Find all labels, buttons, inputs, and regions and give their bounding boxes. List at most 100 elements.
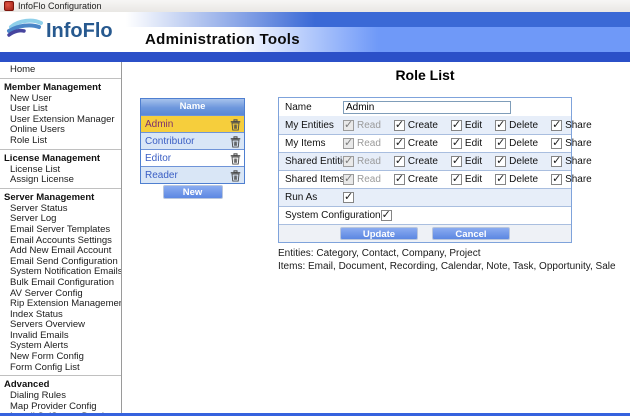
checkbox-my-items-create[interactable] [393,136,405,149]
app-icon [4,1,14,11]
window-title: InfoFlo Configuration [18,1,102,11]
sidebar-section-header-license-management: License Management [4,152,101,164]
sidebar-item-home[interactable]: Home [10,64,36,75]
sidebar-item-new-form-config[interactable]: New Form Config [10,351,84,363]
checkbox-my-entities-read [343,118,354,131]
sidebar-item-install-sqlserver-database[interactable]: Install SqlServer Database [0,412,121,413]
sidebar-item-role-list[interactable]: Role List [10,134,47,146]
sidebar-item-add-new-email-account[interactable]: Add New Email Account [10,245,112,257]
sidebar-item-form-config-list[interactable]: Form Config List [10,361,80,373]
checkbox-label: Read [357,138,381,149]
permission-row-run-as: Run As [279,188,571,206]
trash-icon[interactable] [230,169,241,182]
checkbox-shared-items-share[interactable] [551,172,563,185]
checkbox-label: Read [357,174,381,185]
checkbox-shared-items-create[interactable] [393,172,405,185]
permission-row-shared-items: Shared Items Read Create Edit Delete Share [279,170,592,188]
sidebar-section-server-management: Server Management Server Status Server Log… [0,187,122,374]
permission-row-my-entities: My Entities Read Create Edit Delete Share [279,116,592,134]
legend-note: Items: Email, Document, Recording, Calen… [278,261,616,272]
sidebar-item-email-server-templates[interactable]: Email Server Templates [10,223,111,235]
checkbox-my-entities-edit[interactable] [450,118,462,131]
sidebar-item-server-log[interactable]: Server Log [10,213,57,225]
trash-icon[interactable] [230,118,241,131]
sidebar-item-servers-overview[interactable]: Servers Overview [10,319,85,331]
trash-icon[interactable] [230,152,241,165]
checkbox-my-entities-create[interactable] [393,118,405,131]
checkbox-label: Edit [464,174,483,185]
role-row-admin: Admin [141,115,244,132]
checkbox-shared-items-edit[interactable] [450,172,462,185]
checkbox-label: Share [565,119,592,131]
role-name-input[interactable] [343,100,511,114]
checkbox-label: Delete [509,119,539,131]
checkbox-my-items-delete[interactable] [495,136,507,149]
checkbox-shared-entities-delete[interactable] [495,154,507,167]
checkbox-label: Create [407,119,438,131]
checkbox-system-configuration[interactable] [380,208,392,221]
sidebar-item-rip-extension-management[interactable]: Rip Extension Management [10,298,122,310]
main-content: Role List Name Admin Contributor Editor Rea… [122,62,630,413]
checkbox-my-entities-share[interactable] [551,118,563,131]
permission-row-label: My Items [285,138,326,149]
trash-icon[interactable] [230,135,241,148]
sidebar-item-online-users[interactable]: Online Users [10,124,65,136]
permission-row-my-items: My Items Read Create Edit Delete Share [279,134,592,152]
checkbox-label: Delete [509,174,539,185]
checkbox-label: Edit [464,119,483,131]
update-button[interactable]: Update [340,227,418,240]
role-link-editor[interactable]: Editor [145,152,172,164]
sidebar-item-email-send-configuration[interactable]: Email Send Configuration [10,255,118,267]
sidebar-item-license-list[interactable]: License List [10,163,61,175]
header-gradient-band-bottom [0,27,630,52]
sidebar-item-new-user[interactable]: New User [10,92,52,104]
checkbox-my-items-share[interactable] [551,136,563,149]
sidebar-item-email-accounts-settings[interactable]: Email Accounts Settings [10,234,112,246]
checkbox-my-items-edit[interactable] [450,136,462,149]
name-row: Name [279,98,571,116]
infoflo-logo: InfoFlo [6,17,113,46]
sidebar-section-member-management: Member Management New User User List User E… [0,77,121,147]
permission-row-shared-entities: Shared Entities Read Create Edit Delete Share [279,152,592,170]
sidebar-section-advanced: Advanced Dialing Rules Map Provider Config… [0,375,121,413]
role-row-contributor: Contributor [141,132,244,149]
window-titlebar: InfoFlo Configuration [0,0,630,12]
checkbox-label: Share [565,138,592,149]
checkbox-label: Share [565,156,592,167]
checkbox-shared-entities-edit[interactable] [450,154,462,167]
sidebar-item-system-alerts[interactable]: System Alerts [10,340,69,352]
sidebar-section-license-management: License Management License List Assign Lic… [0,148,121,186]
role-link-admin[interactable]: Admin [145,118,174,130]
role-link-reader[interactable]: Reader [145,169,178,181]
new-role-button[interactable]: New [162,185,223,199]
sidebar-item-map-provider-config[interactable]: Map Provider Config [10,400,97,412]
sidebar-item-server-status[interactable]: Server Status [10,202,68,214]
sidebar-item-invalid-emails[interactable]: Invalid Emails [10,329,69,341]
role-link-contributor[interactable]: Contributor [145,135,195,147]
sidebar-item-system-notification-emails[interactable]: System Notification Emails [10,266,122,278]
sidebar-section: Home [0,64,121,76]
checkbox-label: Create [407,138,438,149]
permission-row-label: Shared Items [285,174,345,185]
sidebar-item-dialing-rules[interactable]: Dialing Rules [10,390,66,402]
form-buttons-row: Update Cancel [279,224,571,242]
checkbox-label: Create [407,174,438,185]
role-row-editor: Editor [141,149,244,166]
sidebar-item-bulk-email-configuration[interactable]: Bulk Email Configuration [10,276,115,288]
checkbox-shared-entities-create[interactable] [393,154,405,167]
cancel-button[interactable]: Cancel [432,227,510,240]
checkbox-shared-items-delete[interactable] [495,172,507,185]
sidebar-item-index-status[interactable]: Index Status [10,308,63,320]
logo-text: InfoFlo [46,20,113,42]
checkbox-my-entities-delete[interactable] [495,118,507,131]
sidebar-item-user-extension-manager[interactable]: User Extension Manager [10,113,115,125]
sidebar-item-assign-license[interactable]: Assign License [10,174,74,186]
checkbox-run-as[interactable] [343,190,354,203]
role-table-column-header: Name [141,99,244,115]
permission-row-system-configuration: System Configuration [279,206,571,224]
sidebar-item-av-server-config[interactable]: AV Server Config [10,287,83,299]
sidebar-item-user-list[interactable]: User List [10,103,48,115]
checkbox-shared-entities-share[interactable] [551,154,563,167]
permission-row-label: Shared Entities [285,156,353,167]
